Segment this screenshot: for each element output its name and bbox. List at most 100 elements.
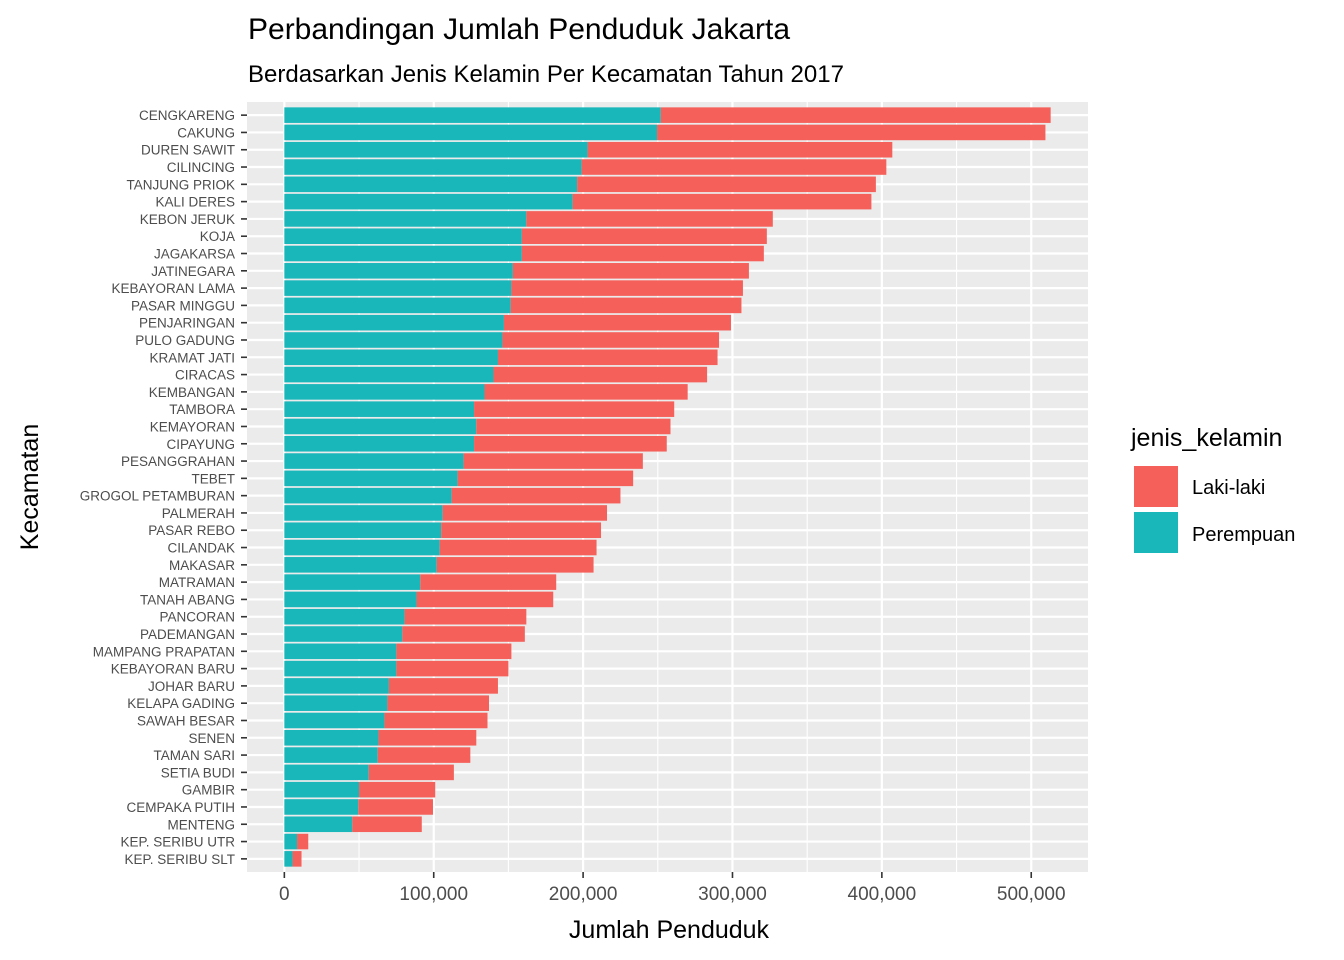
bar-perempuan [284,608,405,625]
bar-perempuan [284,332,503,348]
y-tick-label: MATRAMAN [159,575,235,590]
bar-laki-laki [404,608,527,625]
bar-laki-laki [402,626,525,642]
y-axis-label: Kecamatan [16,424,44,550]
bar-perempuan [284,384,485,400]
bar-perempuan [284,626,403,642]
y-tick-label: MAMPANG PRAPATAN [93,644,235,659]
bar-laki-laki [396,643,512,660]
bar-laki-laki [388,678,498,694]
bar-perempuan [284,747,378,763]
y-tick-label: PESANGGRAHAN [121,454,235,469]
bar-perempuan [284,314,504,331]
bar-perempuan [284,781,360,798]
bar-laki-laki [420,574,557,590]
bar-laki-laki [493,366,708,383]
legend-swatch-perempuan [1134,512,1178,553]
y-tick-label: JATINEGARA [151,264,235,279]
bar-laki-laki [572,193,872,210]
bar-perempuan [284,695,388,711]
bar-laki-laki [451,487,621,504]
bar-perempuan [284,522,442,539]
bar-laki-laki [378,730,477,746]
bar-perempuan [284,401,475,417]
bar-laki-laki [660,107,1051,123]
bar-laki-laki [511,280,743,296]
x-tick-label: 200,000 [549,884,618,905]
y-tick-label: PASAR MINGGU [131,298,235,313]
y-tick-label: TANAH ABANG [140,592,235,607]
bar-perempuan [284,141,588,158]
y-tick-label: KEMBANGAN [149,385,235,400]
y-tick-label: MAKASAR [169,558,235,573]
bar-laki-laki [368,764,454,781]
bar-laki-laki [512,263,749,279]
y-tick-label: KEMAYORAN [150,419,235,434]
bar-perempuan [284,833,298,850]
bar-laki-laki [581,159,887,175]
x-tick-label: 400,000 [848,884,917,905]
bar-perempuan [284,851,293,867]
bar-laki-laki [377,747,471,763]
bar-laki-laki [497,349,718,366]
x-axis: 0 100,000 200,000 300,000 400,000 500,000 [279,872,1066,905]
y-tick-label: TEBET [191,471,235,486]
bar-perempuan [284,678,389,694]
bar-laki-laki [359,781,436,798]
y-tick-label: GAMBIR [182,783,236,798]
bar-perempuan [284,557,437,573]
bar-perempuan [284,176,578,193]
y-tick-label: CILINCING [167,160,235,175]
bar-laki-laki [358,799,433,815]
legend-swatch-laki-laki [1134,466,1178,507]
legend-label-laki-laki: Laki-laki [1192,477,1265,499]
bar-perempuan [284,539,440,556]
y-axis: CENGKARENG CAKUNG DUREN SAWIT CILINCING TANJ… [80,108,247,867]
y-tick-label: PULO GADUNG [135,333,235,348]
x-tick-label: 300,000 [698,884,767,905]
bar-laki-laki [502,332,720,348]
bar-perempuan [284,124,658,141]
bar-laki-laki [457,470,634,487]
bar-perempuan [284,660,397,677]
bar-laki-laki [396,660,509,677]
y-tick-label: GROGOL PETAMBURAN [80,489,235,504]
bar-perempuan [284,107,661,123]
bar-laki-laki [297,833,309,850]
chart-title: Perbandingan Jumlah Penduduk Jakarta [248,13,790,46]
bar-perempuan [284,816,353,833]
y-tick-label: SAWAH BESAR [137,713,235,728]
bar-laki-laki [352,816,422,833]
y-tick-label: CIPAYUNG [166,437,235,452]
bar-laki-laki [577,176,876,193]
bar-perempuan [284,574,421,590]
bar-perempuan [284,193,573,210]
y-tick-label: KEBAYORAN LAMA [111,281,235,296]
bar-perempuan [284,263,513,279]
bar-perempuan [284,245,522,262]
x-tick-label: 500,000 [997,884,1066,905]
bar-laki-laki [387,695,489,711]
legend: jenis_kelamin Laki-laki Perempuan [1130,424,1295,553]
y-tick-label: CIRACAS [175,368,235,383]
y-tick-label: CENGKARENG [139,108,235,123]
bar-laki-laki [657,124,1046,141]
bar-laki-laki [510,297,742,314]
bar-laki-laki [384,712,488,729]
bar-perempuan [284,349,498,366]
bar-perempuan [284,366,494,383]
bar-laki-laki [442,505,608,521]
y-tick-label: JOHAR BARU [148,679,235,694]
bar-perempuan [284,799,359,815]
x-tick-label: 100,000 [399,884,468,905]
bar-perempuan [284,418,477,435]
y-tick-label: CAKUNG [177,125,235,140]
y-tick-label: KEBAYORAN BARU [111,662,235,677]
bar-laki-laki [484,384,688,400]
bar-perempuan [284,487,452,504]
y-tick-label: PENJARINGAN [139,316,235,331]
bar-perempuan [284,297,511,314]
legend-title: jenis_kelamin [1130,424,1282,452]
y-tick-label: SENEN [188,731,235,746]
legend-label-perempuan: Perempuan [1192,524,1295,546]
